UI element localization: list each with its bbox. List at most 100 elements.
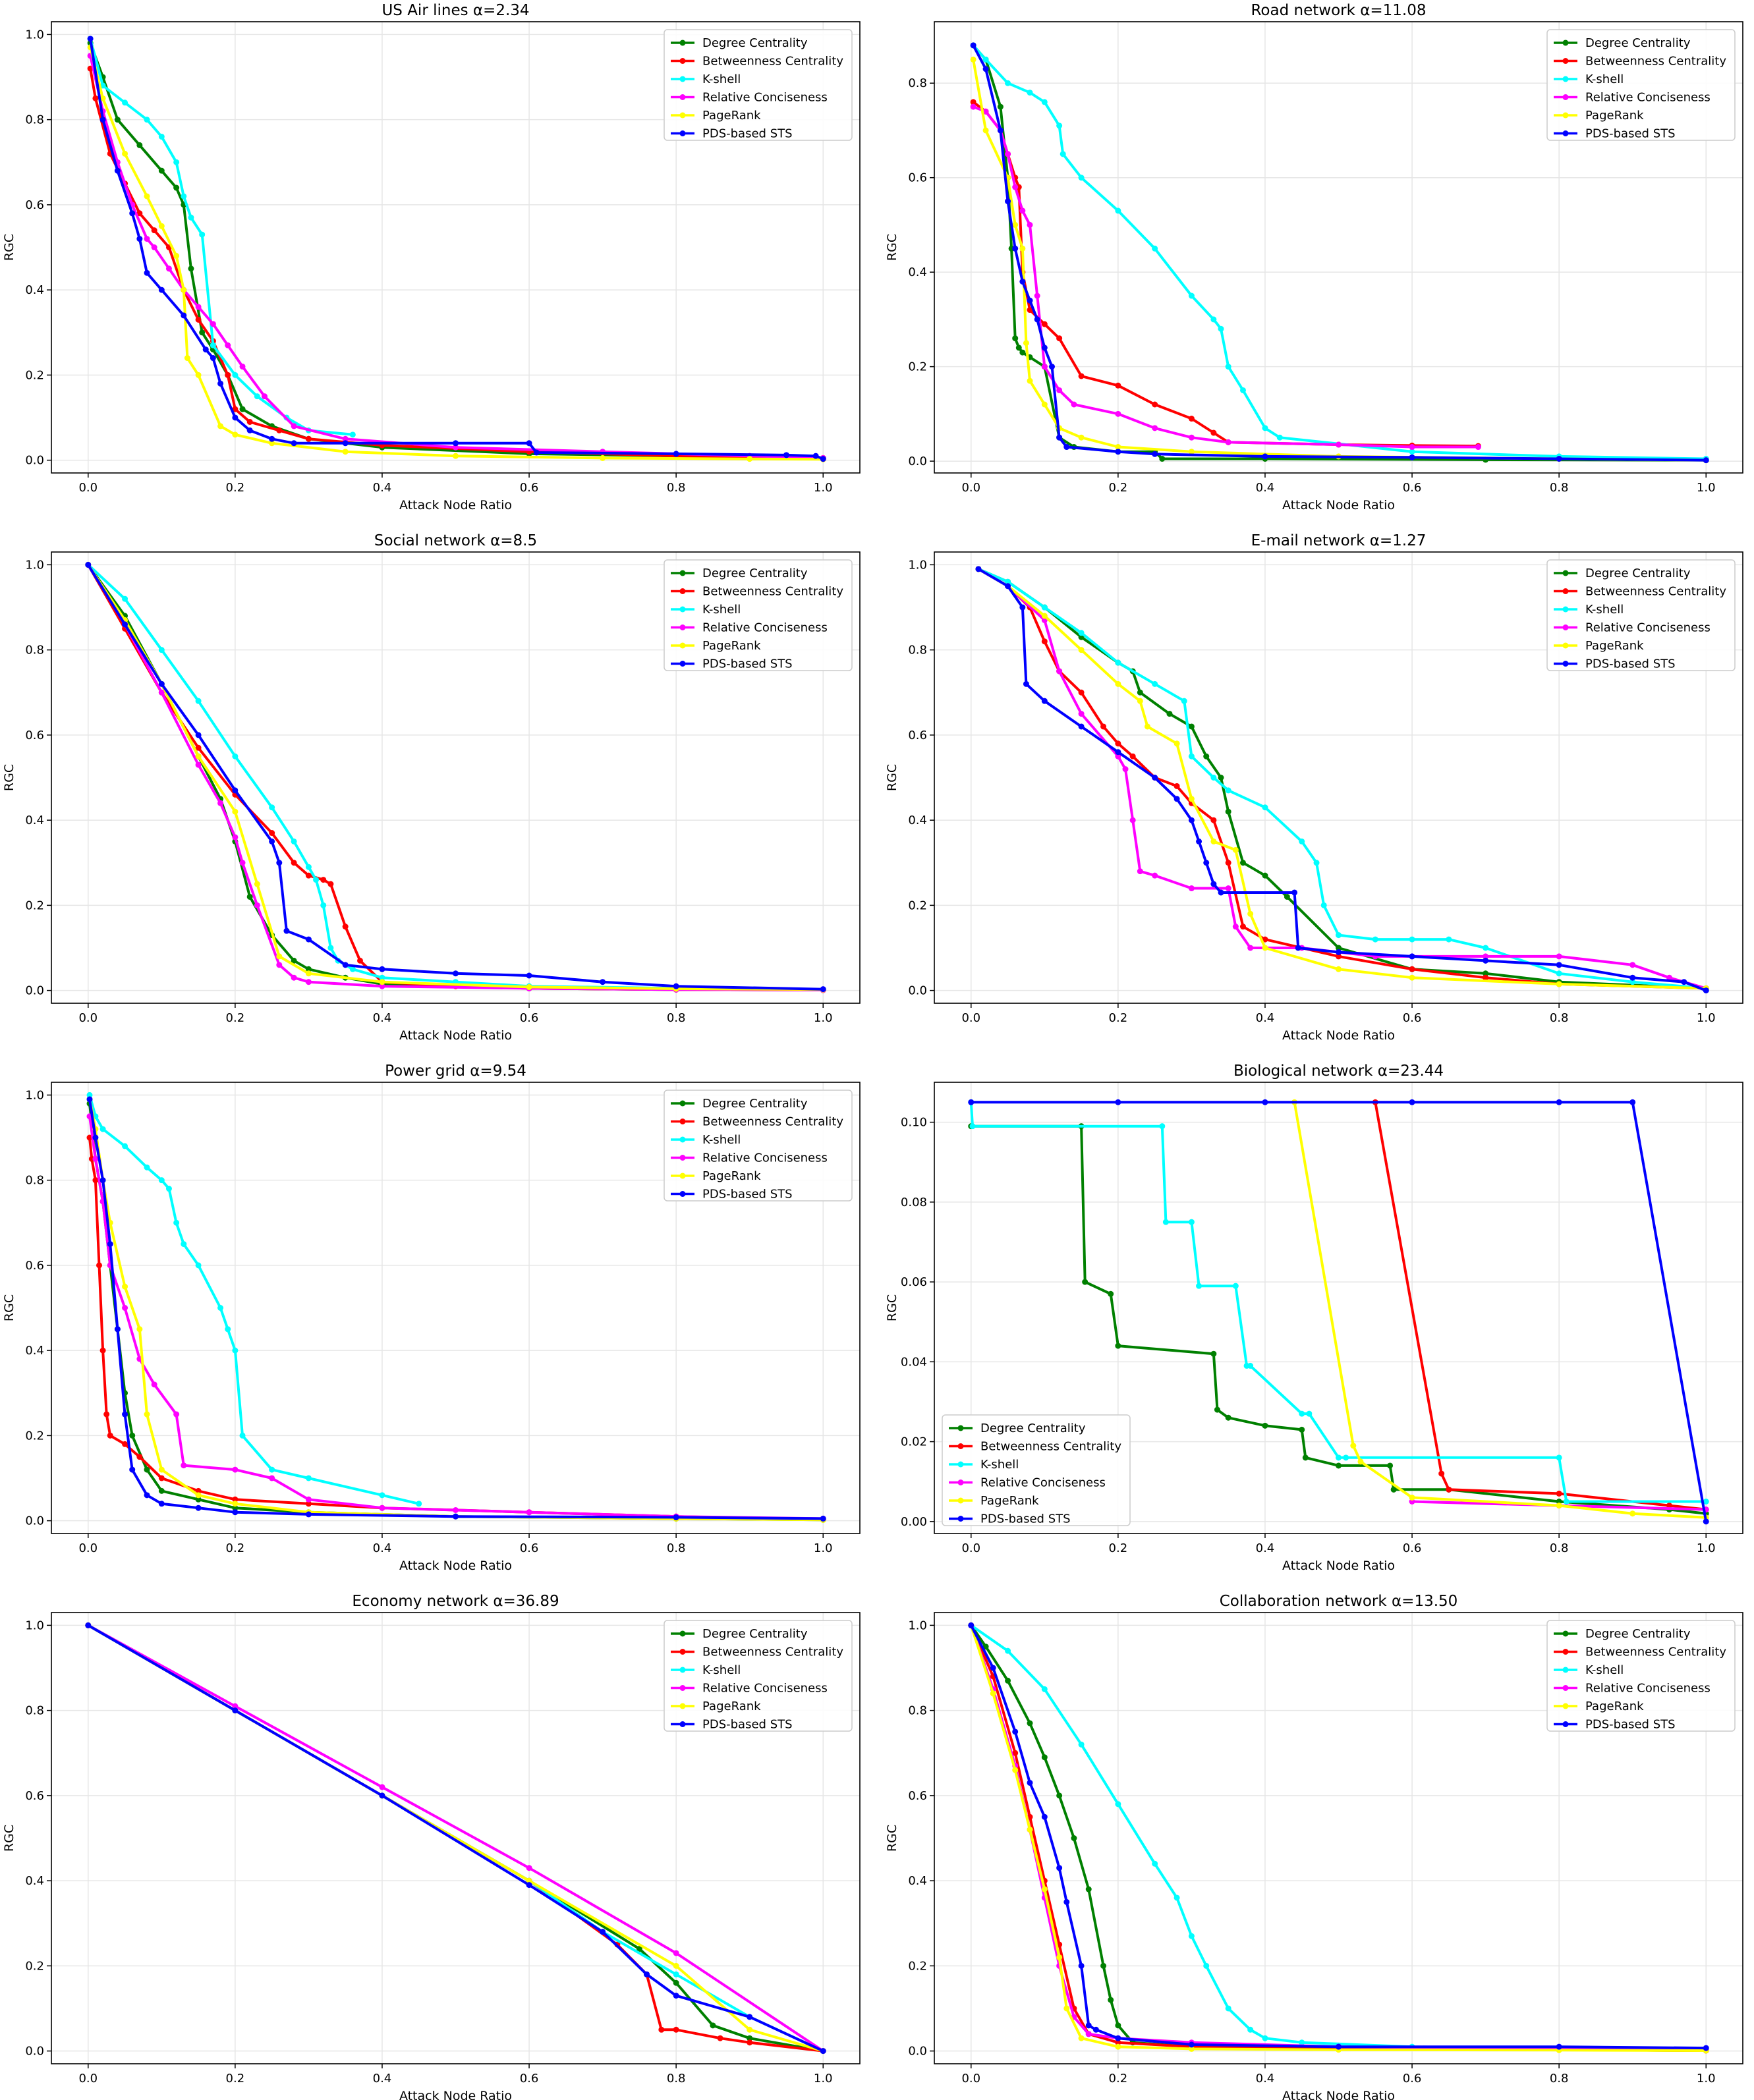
data-point-pds-based-sts <box>1556 1099 1562 1105</box>
legend-label-relative-conciseness: Relative Conciseness <box>702 91 828 105</box>
y-tick-label: 0.6 <box>25 729 44 742</box>
legend-label-k-shell: K-shell <box>702 1133 741 1147</box>
data-point-relative-conciseness <box>225 342 231 348</box>
data-point-relative-conciseness <box>151 244 157 250</box>
data-point-betweenness-centrality <box>232 406 239 412</box>
data-point-relative-conciseness <box>1556 953 1562 960</box>
y-tick-label: 0.0 <box>25 984 44 998</box>
data-point-pds-based-sts <box>1056 1865 1063 1871</box>
x-tick-label: 0.6 <box>1403 2072 1422 2086</box>
data-point-betweenness-centrality <box>305 1501 312 1507</box>
data-point-degree-centrality <box>158 1487 165 1494</box>
series-group <box>968 1099 1709 1525</box>
data-point-pds-based-sts <box>232 1707 239 1714</box>
data-point-k-shell <box>1005 578 1011 585</box>
data-point-pds-based-sts <box>1019 604 1026 611</box>
data-point-k-shell <box>181 1241 187 1248</box>
data-point-degree-centrality <box>129 1432 136 1439</box>
x-tick-label: 0.2 <box>1109 1011 1128 1025</box>
data-point-k-shell <box>144 117 150 123</box>
data-point-betweenness-centrality <box>96 1262 103 1269</box>
data-point-k-shell <box>327 945 334 951</box>
data-point-pds-based-sts <box>1115 449 1121 455</box>
data-point-pds-based-sts <box>1629 1099 1636 1105</box>
data-point-betweenness-centrality <box>1078 373 1085 379</box>
x-tick-label: 0.2 <box>1109 481 1128 495</box>
x-tick-label: 1.0 <box>814 481 833 495</box>
legend-label-k-shell: K-shell <box>980 1458 1019 1472</box>
legend-label-degree-centrality: Degree Centrality <box>702 1627 808 1641</box>
legend-label-k-shell: K-shell <box>1585 603 1624 617</box>
data-point-relative-conciseness <box>1666 974 1672 981</box>
data-point-pds-based-sts <box>1483 957 1489 964</box>
y-axis-label: RGC <box>2 1294 16 1321</box>
data-point-k-shell <box>188 214 194 221</box>
x-tick-label: 0.2 <box>226 2072 245 2086</box>
x-tick-label: 0.4 <box>1256 1541 1275 1555</box>
data-point-pds-based-sts <box>970 42 976 49</box>
data-point-pds-based-sts <box>997 127 1004 134</box>
data-point-k-shell <box>1152 245 1158 252</box>
y-tick-label: 0.8 <box>25 644 44 657</box>
legend-marker-k-shell <box>679 76 686 82</box>
x-tick-label: 1.0 <box>1697 2072 1716 2086</box>
data-point-pagerank <box>1078 647 1085 653</box>
y-tick-label: 0.6 <box>25 1789 44 1803</box>
legend-marker-k-shell <box>679 1667 686 1673</box>
data-point-k-shell <box>1299 2039 1305 2046</box>
chart-title: Economy network α=36.89 <box>352 1593 559 1610</box>
data-point-k-shell <box>1188 1219 1195 1225</box>
data-point-betweenness-centrality <box>276 427 283 433</box>
data-point-pds-based-sts <box>85 561 92 568</box>
legend-marker-degree-centrality <box>1562 570 1569 576</box>
data-point-pagerank <box>122 150 128 157</box>
data-point-k-shell <box>158 1177 165 1184</box>
data-point-betweenness-centrality <box>291 860 297 866</box>
legend-marker-pds-based-sts <box>679 661 686 667</box>
data-point-pagerank <box>232 1501 239 1507</box>
data-point-k-shell <box>1299 1410 1305 1417</box>
legend-box <box>1546 559 1736 671</box>
data-point-k-shell <box>1409 936 1415 943</box>
data-point-degree-centrality <box>1027 1720 1033 1727</box>
legend-marker-betweenness-centrality <box>679 588 686 594</box>
data-point-relative-conciseness <box>1078 711 1085 717</box>
x-tick-label: 0.8 <box>667 1011 686 1025</box>
data-point-pds-based-sts <box>968 1099 975 1105</box>
data-point-pds-based-sts <box>1196 838 1202 844</box>
x-tick-label: 0.0 <box>78 1011 98 1025</box>
legend-marker-pds-based-sts <box>679 1191 686 1197</box>
data-point-pds-based-sts <box>1115 749 1121 756</box>
data-point-pagerank <box>1262 945 1268 951</box>
chart-title: Social network α=8.5 <box>374 532 537 549</box>
legend-label-pds-based-sts: PDS-based STS <box>702 127 793 141</box>
data-point-pds-based-sts <box>195 1505 202 1511</box>
data-point-betweenness-centrality <box>747 2039 753 2046</box>
data-point-k-shell <box>173 1219 180 1226</box>
series-group <box>968 1622 1709 2054</box>
legend-marker-relative-conciseness <box>1562 624 1569 630</box>
data-point-k-shell <box>1041 604 1048 611</box>
data-point-k-shell <box>195 1262 202 1269</box>
data-point-pagerank <box>1041 1886 1048 1893</box>
data-point-pagerank <box>276 953 283 960</box>
data-point-degree-centrality <box>1336 945 1342 951</box>
data-point-degree-centrality <box>1483 970 1489 977</box>
data-point-pagerank <box>1041 401 1048 408</box>
data-point-k-shell <box>1196 1283 1202 1289</box>
legend-marker-k-shell <box>1562 76 1569 82</box>
data-point-pds-based-sts <box>114 167 121 174</box>
data-point-betweenness-centrality <box>195 744 202 751</box>
data-point-k-shell <box>1218 325 1224 332</box>
data-point-pagerank <box>1019 245 1026 252</box>
data-point-relative-conciseness <box>239 860 246 866</box>
data-point-pds-based-sts <box>107 1241 113 1248</box>
data-point-relative-conciseness <box>1056 668 1063 675</box>
data-point-degree-centrality <box>1336 1462 1342 1469</box>
data-point-pds-based-sts <box>181 312 187 319</box>
data-point-pds-based-sts <box>217 380 224 387</box>
data-point-pagerank <box>342 449 349 455</box>
data-point-pds-based-sts <box>1152 775 1158 781</box>
data-point-betweenness-centrality <box>1409 966 1415 972</box>
legend-label-k-shell: K-shell <box>702 603 741 617</box>
